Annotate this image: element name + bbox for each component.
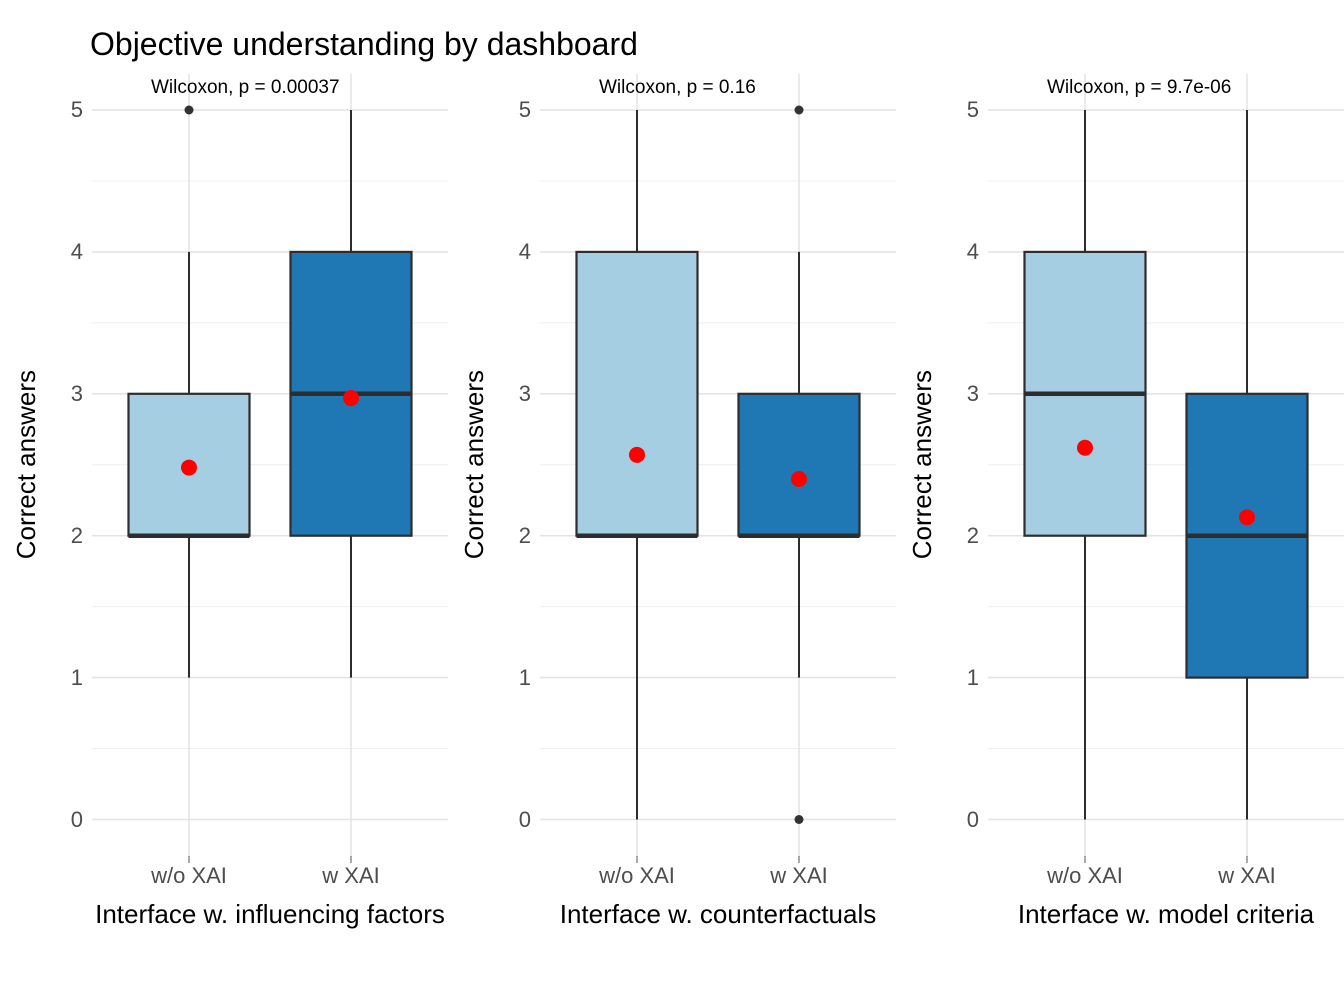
x-axis-title: Interface w. counterfactuals xyxy=(559,899,877,929)
mean-point xyxy=(343,390,359,407)
chart-title: Objective understanding by dashboard xyxy=(90,26,638,62)
box-iqr xyxy=(575,250,699,537)
y-tick-label: 4 xyxy=(518,238,531,264)
plot-area: Wilcoxon, p = 0.00037 xyxy=(92,74,448,856)
y-axis-title-text: Correct answers xyxy=(10,370,41,560)
y-axis-title-text: Correct answers xyxy=(458,370,489,560)
y-tick-label: 4 xyxy=(966,238,979,264)
outlier-point xyxy=(794,815,804,824)
plot-area: Wilcoxon, p = 9.7e-06 xyxy=(988,74,1344,856)
y-tick-label: 1 xyxy=(518,664,531,690)
plot-area: Wilcoxon, p = 0.16 xyxy=(540,74,896,856)
box-iqr xyxy=(737,392,861,537)
x-tick-label: w XAI xyxy=(322,863,380,888)
outlier-point xyxy=(794,105,804,115)
y-tick-label: 2 xyxy=(518,522,531,548)
wilcoxon-annotation: Wilcoxon, p = 9.7e-06 xyxy=(1047,77,1231,98)
x-tick-label: w/o XAI xyxy=(151,863,227,888)
wilcoxon-annotation: Wilcoxon, p = 0.00037 xyxy=(151,77,340,98)
y-tick-label: 0 xyxy=(518,806,531,832)
boxplot-svg: Wilcoxon, p = 0.00037 xyxy=(92,74,448,856)
y-axis-tick-labels: 0 1 2 3 4 5 xyxy=(48,74,92,856)
mean-point xyxy=(1239,509,1255,526)
y-axis-title: Correct answers xyxy=(4,74,48,856)
x-tick-mark xyxy=(798,856,800,863)
y-tick-label: 3 xyxy=(70,380,83,406)
mean-point xyxy=(181,459,197,476)
y-axis-title-text: Correct answers xyxy=(906,370,937,560)
y-tick-label: 2 xyxy=(70,522,83,548)
x-tick-mark xyxy=(350,856,352,863)
y-tick-label: 5 xyxy=(966,97,979,122)
x-tick-mark xyxy=(188,856,190,863)
x-tick-mark xyxy=(1084,856,1086,863)
y-axis-title: Correct answers xyxy=(452,74,496,856)
y-tick-label: 3 xyxy=(966,380,979,406)
x-tick-mark xyxy=(636,856,638,863)
mean-point xyxy=(791,470,807,487)
y-axis-tick-labels: 0 1 2 3 4 5 xyxy=(496,74,540,856)
x-tick-label: w XAI xyxy=(770,863,828,888)
x-axis-tick-labels: w/o XAI w XAI xyxy=(92,856,448,890)
boxplot-panel-2: Correct answers 0 1 2 3 4 5 Wilcoxon, p = 9.7e-… xyxy=(896,74,1344,932)
boxplot-panel-0: Correct answers 0 1 2 3 4 5 Wilcoxon, p = 0.000… xyxy=(0,74,448,932)
y-tick-label: 0 xyxy=(70,806,83,832)
y-tick-label: 1 xyxy=(70,664,83,690)
x-axis-tick-labels: w/o XAI w XAI xyxy=(988,856,1344,890)
outlier-point xyxy=(184,105,194,115)
x-axis-title: Interface w. influencing factors xyxy=(95,899,445,929)
y-axis-title: Correct answers xyxy=(900,74,944,856)
boxplot-svg: Wilcoxon, p = 9.7e-06 xyxy=(988,74,1344,856)
mean-point xyxy=(629,446,645,463)
x-axis-tick-labels: w/o XAI w XAI xyxy=(540,856,896,890)
y-tick-label: 3 xyxy=(518,380,531,406)
y-tick-label: 4 xyxy=(70,238,83,264)
boxplot-svg: Wilcoxon, p = 0.16 xyxy=(540,74,896,856)
mean-point xyxy=(1077,439,1093,456)
y-tick-label: 0 xyxy=(966,806,979,832)
x-tick-label: w/o XAI xyxy=(599,863,675,888)
chart-page: Objective understanding by dashboard Cor… xyxy=(0,24,1344,932)
panels-row: Correct answers 0 1 2 3 4 5 Wilcoxon, p = 0.000… xyxy=(0,74,1344,932)
x-tick-label: w XAI xyxy=(1218,863,1276,888)
y-tick-label: 5 xyxy=(70,97,83,122)
y-tick-label: 2 xyxy=(966,522,979,548)
x-tick-mark xyxy=(1246,856,1248,863)
x-tick-label: w/o XAI xyxy=(1047,863,1123,888)
y-axis-tick-labels: 0 1 2 3 4 5 xyxy=(944,74,988,856)
wilcoxon-annotation: Wilcoxon, p = 0.16 xyxy=(599,77,756,98)
y-tick-label: 5 xyxy=(518,97,531,122)
x-axis-title: Interface w. model criteria xyxy=(1017,899,1315,929)
boxplot-panel-1: Correct answers 0 1 2 3 4 5 Wilcoxon, p = 0.16 w… xyxy=(448,74,896,932)
y-tick-label: 1 xyxy=(966,664,979,690)
